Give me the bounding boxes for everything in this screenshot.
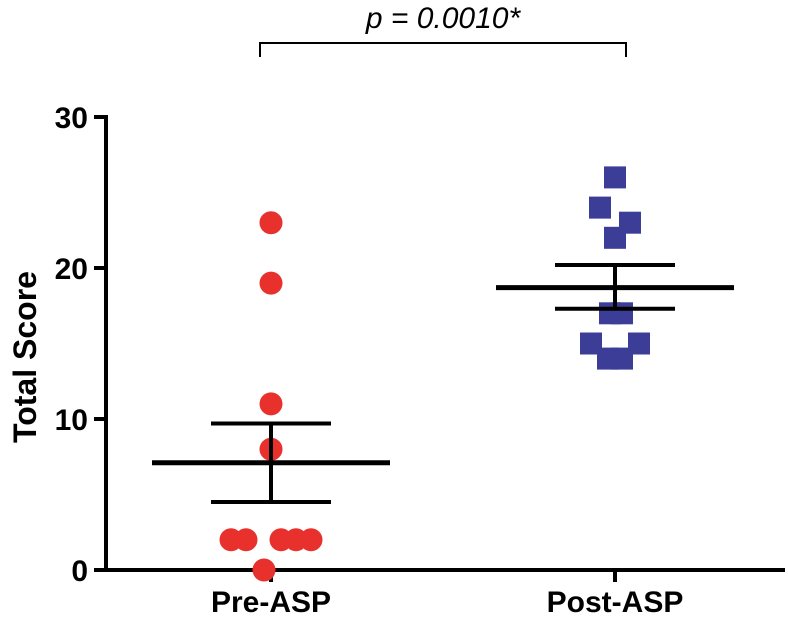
series-pre-asp [152, 211, 390, 582]
data-point [604, 226, 626, 249]
x-tick-label: Pre-ASP [211, 586, 331, 617]
series-post-asp [496, 166, 734, 370]
y-tick-label: 0 [71, 555, 88, 588]
axes: 0 10 20 30 Pre-ASP Post-ASP [55, 102, 785, 617]
data-point [604, 166, 626, 189]
data-point [628, 332, 650, 355]
data-point [259, 211, 283, 235]
x-tick-label: Post-ASP [547, 586, 684, 617]
data-point [299, 528, 323, 552]
data-point [589, 196, 611, 219]
data-point [580, 332, 602, 355]
significance-bracket [259, 42, 627, 57]
data-point [252, 558, 276, 582]
data-marks [152, 166, 734, 582]
p-value-annotation: p = 0.0010* [365, 2, 522, 35]
y-axis-title: Total Score [7, 271, 43, 443]
y-tick-label: 10 [55, 404, 88, 437]
data-point [234, 528, 258, 552]
y-tick-label: 20 [55, 253, 88, 286]
data-point [611, 347, 633, 370]
y-tick-label: 30 [55, 102, 88, 135]
data-point [259, 271, 283, 295]
data-point [259, 392, 283, 416]
